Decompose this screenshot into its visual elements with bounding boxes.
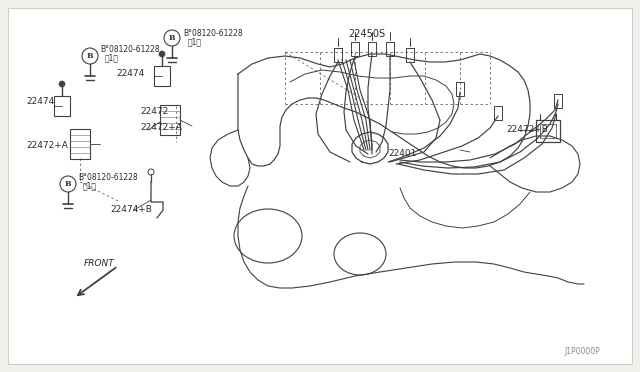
Circle shape — [59, 81, 65, 87]
Text: 22474+B: 22474+B — [110, 205, 152, 215]
Bar — [334, 48, 342, 62]
Text: 22472+B: 22472+B — [506, 125, 548, 135]
Bar — [154, 66, 170, 86]
Bar — [554, 94, 562, 108]
Bar — [70, 129, 90, 159]
Text: FRONT: FRONT — [84, 260, 115, 269]
Text: 22401: 22401 — [388, 150, 417, 158]
Bar — [456, 82, 464, 96]
Text: 22450S: 22450S — [348, 29, 385, 39]
Text: B°08120-61228: B°08120-61228 — [100, 45, 159, 55]
Text: 22472+A: 22472+A — [140, 124, 182, 132]
Text: B: B — [169, 34, 175, 42]
Bar — [368, 42, 376, 56]
Text: 22474: 22474 — [116, 70, 144, 78]
Text: B°08120-61228: B°08120-61228 — [183, 29, 243, 38]
Bar — [494, 106, 502, 120]
Text: 22474: 22474 — [26, 97, 54, 106]
Bar — [386, 42, 394, 56]
Bar — [54, 96, 70, 116]
Text: 22472: 22472 — [140, 108, 168, 116]
Circle shape — [159, 51, 165, 57]
Text: J1P0000P: J1P0000P — [564, 347, 600, 356]
Text: （1）: （1） — [188, 38, 202, 46]
Text: B°08120-61228: B°08120-61228 — [78, 173, 138, 183]
Text: B: B — [87, 52, 93, 60]
Bar — [540, 124, 556, 138]
Bar — [160, 105, 180, 135]
Bar — [536, 120, 560, 142]
Text: 22472+A: 22472+A — [26, 141, 68, 151]
Text: B: B — [65, 180, 71, 188]
Text: （1）: （1） — [105, 54, 119, 62]
Text: （1）: （1） — [83, 182, 97, 190]
Bar — [406, 48, 414, 62]
Bar — [351, 42, 359, 56]
